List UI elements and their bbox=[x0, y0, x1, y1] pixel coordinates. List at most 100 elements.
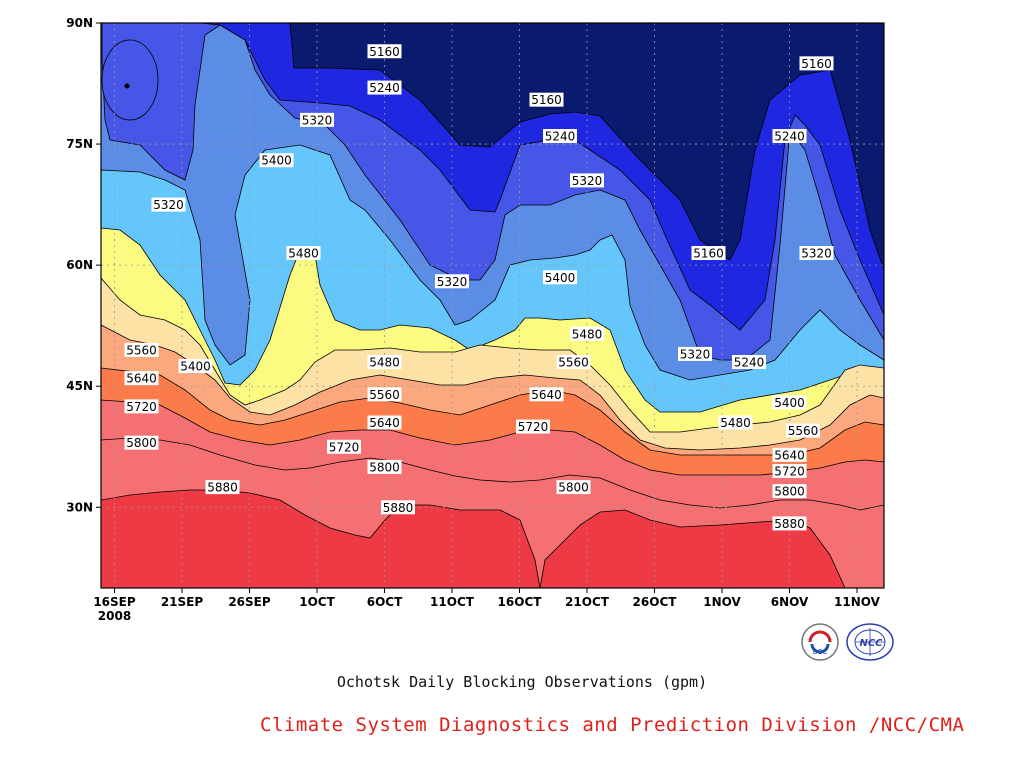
local-minimum-contour bbox=[101, 39, 159, 121]
contour-label-text: 5160 bbox=[531, 93, 562, 107]
contour-label-text: 5720 bbox=[126, 400, 157, 414]
contour-label-box bbox=[799, 56, 834, 71]
contour-label-box bbox=[367, 387, 402, 402]
contour-label-box bbox=[529, 92, 564, 107]
x-tick-label: 21SEP bbox=[161, 595, 204, 609]
contour-label-box bbox=[124, 399, 159, 414]
contour-label: 5640 bbox=[124, 371, 159, 386]
contour-label-box bbox=[772, 395, 807, 410]
contour-label-box bbox=[529, 387, 564, 402]
contour-label-box bbox=[772, 516, 807, 531]
contour-label-text: 5320 bbox=[153, 198, 184, 212]
x-tick-label: 21OCT bbox=[565, 595, 610, 609]
x-year-label: 2008 bbox=[98, 609, 131, 623]
contour-label-box bbox=[772, 129, 807, 143]
contour-label-text: 5800 bbox=[774, 485, 805, 499]
contour-label-text: 5800 bbox=[558, 481, 589, 495]
contour-label-box bbox=[178, 359, 213, 374]
contour-label: 5240 bbox=[367, 80, 402, 95]
contour-label: 5400 bbox=[259, 153, 294, 168]
contour-label-box bbox=[772, 463, 807, 478]
contour-label-box bbox=[367, 44, 402, 59]
bcc-logo: BCC bbox=[801, 623, 839, 661]
contour-label-text: 5640 bbox=[369, 416, 400, 430]
svg-text:NCC: NCC bbox=[859, 638, 883, 649]
contour-label-text: 5160 bbox=[369, 45, 400, 59]
contour-label: 5640 bbox=[367, 415, 402, 430]
contour-label-box bbox=[556, 480, 591, 495]
contour-label-box bbox=[367, 80, 402, 95]
contour-label: 5400 bbox=[543, 270, 577, 285]
contour-label: 5320 bbox=[300, 112, 334, 127]
contour-label-text: 5320 bbox=[302, 113, 333, 127]
contour-label-text: 5240 bbox=[734, 356, 765, 370]
contour-label-text: 5240 bbox=[774, 130, 805, 144]
contour-label-box bbox=[367, 459, 402, 474]
contour-label: 5320 bbox=[151, 197, 186, 212]
contour-label: 5640 bbox=[529, 387, 564, 402]
contour-label-box bbox=[570, 173, 604, 188]
chart-title: Ochotsk Daily Blocking Observations (gpm… bbox=[336, 673, 708, 691]
x-tick-label: 26SEP bbox=[228, 595, 271, 609]
contour-label-box bbox=[300, 112, 334, 127]
x-tick-label: 11NOV bbox=[834, 595, 881, 609]
contour-label: 5160 bbox=[529, 92, 564, 107]
contour-label: 5320 bbox=[570, 173, 604, 188]
contour-label: 5480 bbox=[570, 326, 604, 341]
contour-label: 5240 bbox=[732, 355, 766, 370]
contour-label-box bbox=[205, 480, 240, 495]
contour-label-text: 5160 bbox=[801, 57, 832, 71]
contour-labels: 5160 5240 5320 5400 5320 5480 5320 5160 5240 5320… bbox=[124, 44, 834, 531]
contour-label: 5320 bbox=[678, 346, 712, 361]
contour-label-text: 5400 bbox=[261, 154, 292, 168]
contour-label-box bbox=[367, 355, 402, 369]
contour-label-box bbox=[678, 346, 712, 361]
contour-label-box bbox=[367, 415, 402, 430]
contour-label: 5800 bbox=[124, 435, 159, 450]
contour-label: 5480 bbox=[718, 415, 753, 430]
contour-label-text: 5800 bbox=[126, 436, 157, 450]
y-tick-label: 75N bbox=[66, 137, 93, 151]
contour-label: 5880 bbox=[381, 500, 415, 515]
contour-label-text: 5720 bbox=[329, 440, 360, 454]
contour-label-text: 5640 bbox=[774, 448, 805, 462]
contour-label-text: 5400 bbox=[774, 396, 805, 410]
contour-label-text: 5480 bbox=[288, 247, 319, 261]
x-tick-label: 1NOV bbox=[703, 595, 741, 609]
contour-label-text: 5400 bbox=[180, 360, 211, 374]
contour-label-text: 5240 bbox=[369, 81, 400, 95]
contour-label-text: 5400 bbox=[545, 271, 576, 285]
contour-label: 5480 bbox=[286, 246, 321, 261]
contour-label: 5800 bbox=[367, 459, 402, 474]
contour-label-box bbox=[556, 355, 591, 369]
contour-label-text: 5560 bbox=[369, 388, 400, 402]
y-tick-label: 30N bbox=[66, 500, 93, 514]
x-tick-label: 26OCT bbox=[633, 595, 678, 609]
contour-label: 5400 bbox=[178, 359, 213, 374]
contour-label: 5560 bbox=[786, 423, 820, 438]
contour-label: 5320 bbox=[435, 274, 469, 289]
contour-label: 5560 bbox=[556, 355, 591, 370]
contour-label: 5160 bbox=[799, 56, 834, 71]
contour-label: 5560 bbox=[367, 387, 402, 402]
contour-label: 5400 bbox=[772, 395, 807, 410]
contour-label-box bbox=[286, 246, 321, 261]
contour-label: 5880 bbox=[772, 516, 807, 531]
contour-label: 5720 bbox=[772, 463, 807, 478]
svg-text:BCC: BCC bbox=[813, 648, 828, 656]
contour-label-text: 5640 bbox=[531, 388, 562, 402]
x-tick-label: 6OCT bbox=[367, 595, 403, 609]
x-tick-label: 1OCT bbox=[299, 595, 335, 609]
contour-label: 5320 bbox=[799, 246, 834, 261]
contour-label-text: 5320 bbox=[572, 174, 603, 188]
contour-label-text: 5880 bbox=[383, 501, 414, 515]
contour-label: 5880 bbox=[205, 480, 240, 495]
contour-label-text: 5880 bbox=[207, 481, 238, 495]
x-ticks: 16SEP 21SEP 26SEP 1OCT 6OCT 11OCT 16OCT 21OCT 26… bbox=[93, 588, 881, 623]
x-tick-label: 6NOV bbox=[771, 595, 809, 609]
contour-label-box bbox=[435, 274, 469, 289]
contour-label: 5640 bbox=[772, 447, 807, 462]
contour-label: 5720 bbox=[516, 419, 550, 434]
grid-lines bbox=[101, 23, 884, 588]
